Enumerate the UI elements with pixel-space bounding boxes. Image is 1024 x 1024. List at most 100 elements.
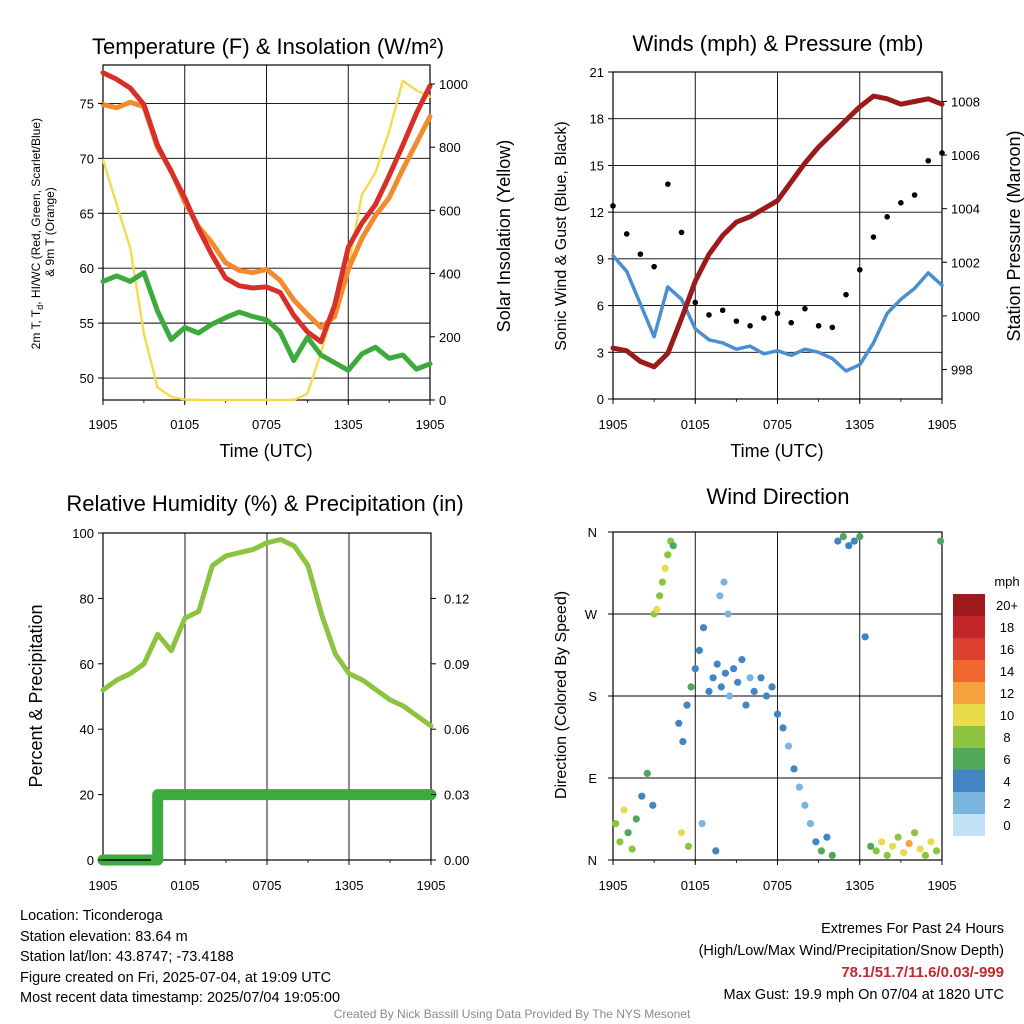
colorbar-swatch-3 bbox=[953, 660, 985, 682]
winds-gust-point bbox=[706, 312, 712, 318]
panel-winds: Winds (mph) & Pressure (mb) 0 3 6 9 12 15 18 21… bbox=[553, 31, 1024, 461]
winds-gust-point bbox=[829, 324, 836, 331]
colorbar-swatch-4 bbox=[953, 682, 985, 704]
temp-ylabel-70: 70 bbox=[80, 151, 94, 166]
colorbar-label-1: 18 bbox=[1000, 620, 1014, 635]
rh-title: Relative Humidity (%) & Precipitation (i… bbox=[66, 491, 463, 516]
dir-point bbox=[742, 701, 750, 709]
colorbar-swatch-1 bbox=[953, 616, 985, 638]
temp-xlabel-1: 0105 bbox=[170, 417, 199, 432]
winds-gust-point bbox=[815, 323, 822, 329]
winds-gust-point bbox=[884, 214, 890, 220]
winds-series-sonic-wind bbox=[611, 253, 944, 373]
panel-temperature: Temperature (F) & Insolation (W/m²) 50 55… bbox=[29, 34, 514, 461]
dir-point bbox=[883, 851, 891, 860]
temp-title: Temperature (F) & Insolation (W/m²) bbox=[92, 34, 444, 59]
dir-point bbox=[916, 845, 924, 853]
winds-xlabel-2: 0705 bbox=[763, 417, 792, 432]
temp-ylabel-right-400: 400 bbox=[439, 267, 461, 282]
dir-point bbox=[695, 646, 704, 655]
temp-ylabel-right-1000: 1000 bbox=[439, 77, 468, 92]
temp-ylabel-right: Solar Insolation (Yellow) bbox=[494, 140, 514, 332]
winds-gust-point bbox=[637, 251, 644, 257]
temp-ylabel-75: 75 bbox=[80, 96, 94, 111]
winds-ylabel-21: 21 bbox=[590, 65, 604, 80]
dir-point bbox=[628, 845, 636, 853]
dir-point bbox=[927, 838, 935, 846]
extremes-legend: (High/Low/Max Wind/Precipitation/Snow De… bbox=[698, 943, 1004, 959]
dir-point bbox=[643, 769, 651, 778]
colorbar-label-0: 20+ bbox=[996, 598, 1018, 613]
dir-point bbox=[911, 829, 919, 837]
temp-ylabel-50: 50 bbox=[80, 371, 94, 386]
dir-point bbox=[724, 610, 732, 618]
dir-point bbox=[937, 537, 945, 545]
elevation-text: Station elevation: 83.64 m bbox=[20, 928, 188, 945]
winds-gust-point bbox=[623, 231, 630, 237]
rh-ylabel-right-0.06: 0.06 bbox=[444, 722, 469, 737]
rh-series-precip bbox=[97, 789, 437, 866]
winds-gust-point bbox=[760, 315, 767, 321]
rh-ylabel-100: 100 bbox=[72, 526, 94, 541]
dir-point bbox=[716, 592, 724, 600]
winds-title: Winds (mph) & Pressure (mb) bbox=[633, 31, 924, 56]
dir-point bbox=[734, 678, 742, 686]
rh-ylabel-60: 60 bbox=[80, 657, 94, 672]
rh-ylabel-40: 40 bbox=[80, 722, 94, 737]
dir-xlabel-3: 1305 bbox=[845, 878, 874, 893]
dir-point bbox=[850, 537, 858, 545]
dir-xlabel-0: 1905 bbox=[599, 878, 628, 893]
dir-point bbox=[757, 674, 765, 682]
dir-point bbox=[624, 829, 632, 837]
winds-ylabel-right: Station Pressure (Maroon) bbox=[1004, 130, 1024, 341]
colorbar-swatch-10 bbox=[953, 814, 985, 836]
rh-ylabel-right-0.00: 0.00 bbox=[444, 853, 469, 868]
extremes-box: Extremes For Past 24 Hours (High/Low/Max… bbox=[699, 918, 1004, 1006]
dir-point bbox=[856, 533, 864, 541]
dir-point bbox=[725, 692, 734, 700]
dir-ylabel-s-2: S bbox=[588, 689, 597, 704]
dir-point bbox=[746, 674, 754, 682]
dir-point bbox=[900, 849, 908, 857]
dir-ylabel-n-4: N bbox=[588, 525, 597, 540]
winds-ylabel-right-998: 998 bbox=[951, 363, 973, 378]
winds-gust-point bbox=[788, 319, 795, 326]
colorbar-swatch-9 bbox=[953, 792, 985, 814]
extremes-values: 78.1/51.7/11.6/0.03/-999 bbox=[841, 964, 1004, 981]
recent-text: Most recent data timestamp: 2025/07/04 1… bbox=[20, 990, 341, 1006]
temp-ylabel-line1b: , HI/WC (Red, Green, Scarlet/Blue) bbox=[29, 118, 43, 305]
dir-point bbox=[616, 838, 624, 846]
temp-ylabel-65: 65 bbox=[80, 206, 94, 221]
dir-title: Wind Direction bbox=[706, 484, 849, 509]
temp-series-solar bbox=[101, 79, 432, 402]
dir-point bbox=[812, 838, 820, 846]
dir-point bbox=[839, 533, 847, 541]
dir-point bbox=[683, 701, 691, 709]
dir-point bbox=[801, 801, 809, 809]
dir-point bbox=[658, 578, 667, 586]
dir-point bbox=[687, 683, 695, 691]
temp-ylabel-60: 60 bbox=[80, 261, 94, 276]
temp-ylabel-55: 55 bbox=[80, 316, 94, 331]
rh-series-humidity bbox=[100, 537, 434, 729]
winds-ylabel-right-1008: 1008 bbox=[951, 94, 980, 109]
temp-xlabel-3: 1305 bbox=[334, 417, 363, 432]
winds-gust-point bbox=[610, 203, 616, 209]
winds-gust-point bbox=[692, 299, 699, 306]
colorbar-swatch-2 bbox=[953, 638, 985, 660]
temp-ylabel-subscript: d bbox=[35, 305, 45, 310]
colorbar-swatch-6 bbox=[953, 726, 985, 748]
rh-ylabel-right-0.09: 0.09 bbox=[444, 657, 469, 672]
winds-xlabel: Time (UTC) bbox=[730, 441, 823, 461]
dir-point bbox=[878, 838, 886, 846]
panel-rh: Relative Humidity (%) & Precipitation (i… bbox=[26, 491, 469, 893]
dir-point bbox=[677, 829, 686, 837]
winds-xlabel-3: 1305 bbox=[845, 417, 874, 432]
winds-ylabel-9: 9 bbox=[597, 252, 604, 267]
dir-point bbox=[649, 801, 657, 809]
colorbar-label-7: 6 bbox=[1003, 752, 1010, 767]
winds-ylabel-12: 12 bbox=[590, 205, 604, 220]
colorbar-title: mph bbox=[994, 574, 1019, 589]
rh-ylabel-right-0.12: 0.12 bbox=[444, 591, 469, 606]
